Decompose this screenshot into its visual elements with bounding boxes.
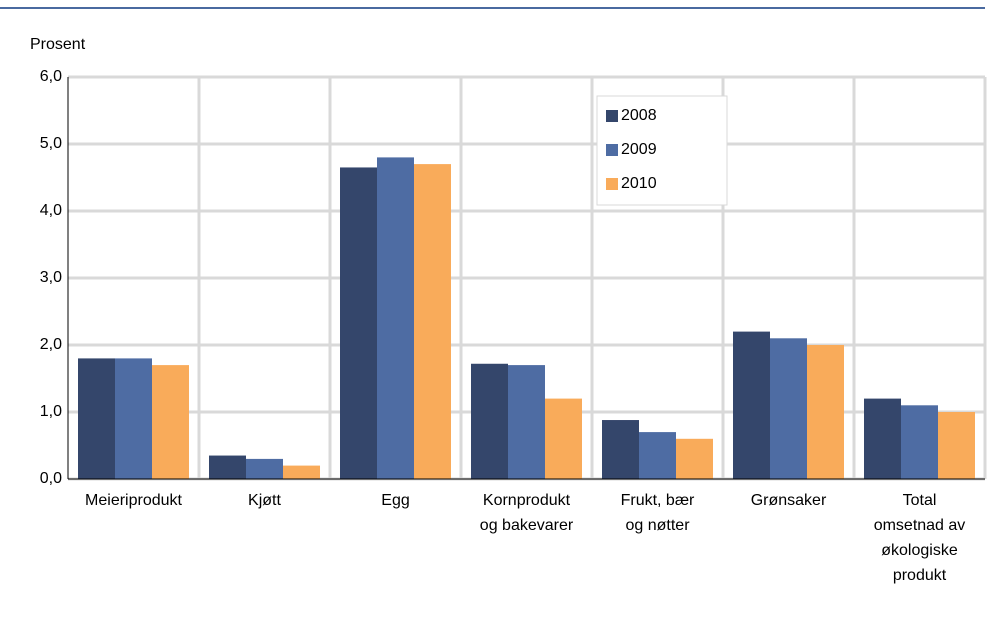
bar [414,164,451,479]
y-tick-label: 4,0 [40,202,62,219]
bar [807,345,844,479]
x-tick-label: Frukt, bær og nøtter [620,492,695,534]
y-axis-label: Prosent [30,36,86,53]
bar [508,365,545,479]
bar [864,398,901,479]
legend-label: 2010 [621,175,657,192]
bar [283,465,320,479]
legend-swatch [606,110,618,122]
y-tick-label: 2,0 [40,336,62,353]
bar [377,157,414,479]
bar [152,365,189,479]
x-tick-label: Kornprodukt og bakevarer [479,492,574,534]
legend-label: 2009 [621,141,657,158]
bar [340,167,377,479]
bar [770,338,807,479]
legend-swatch [606,178,618,190]
x-tick-label: Total omsetnad av økologiske produkt [873,492,966,584]
x-tick-label: Meieriprodukt [85,492,182,509]
bar [676,438,713,479]
legend-box [596,95,728,206]
bar [545,398,582,479]
y-tick-label: 0,0 [40,470,62,487]
bar [938,412,975,479]
x-tick-label: Kjøtt [248,492,281,509]
y-tick-label: 5,0 [40,135,62,152]
bar [471,363,508,479]
x-tick-label: Egg [381,492,410,509]
legend-label: 2008 [621,107,657,124]
legend-swatch [606,144,618,156]
y-tick-label: 3,0 [40,269,62,286]
bar [115,358,152,479]
bar [602,420,639,479]
bar [733,331,770,479]
bar [639,432,676,479]
bar [246,458,283,479]
x-tick-label: Grønsaker [750,492,827,509]
y-tick-label: 1,0 [40,403,62,420]
bar [78,358,115,479]
bar [901,405,938,479]
bar [209,455,246,479]
y-tick-label: 6,0 [40,68,62,85]
